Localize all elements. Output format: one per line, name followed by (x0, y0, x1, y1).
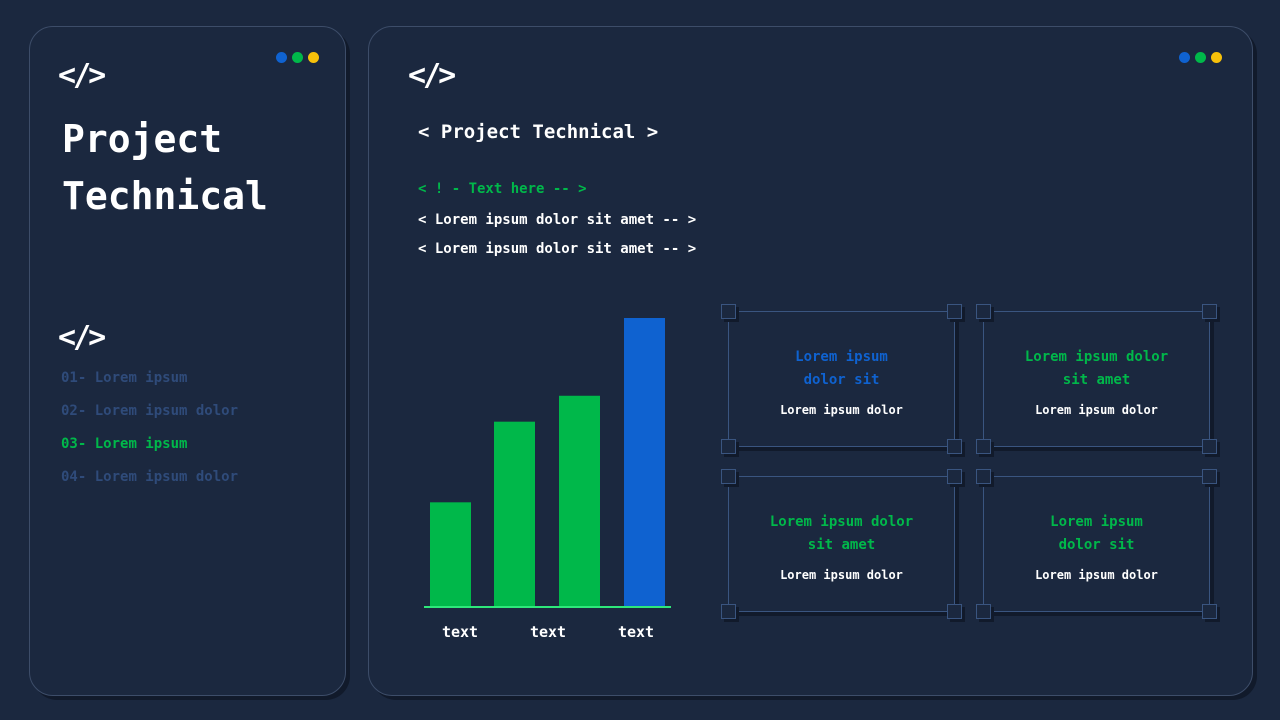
comment-line: < ! - Text here -- > (418, 181, 587, 197)
bar-1 (430, 502, 471, 606)
text-line-1: < Lorem ipsum dolor sit amet -- > (418, 212, 697, 228)
title-line-1: Project (62, 117, 223, 161)
window-dots (276, 52, 319, 63)
x-tick-label: text (618, 623, 654, 641)
title-line-2: Technical (62, 174, 268, 218)
card-subtitle: Lorem ipsum dolor (780, 568, 903, 582)
dot-yellow (1211, 52, 1222, 63)
nav-number: 01- (61, 370, 87, 386)
card-corner-handle (976, 304, 991, 319)
info-card: Lorem ipsum dolor sit Lorem ipsum dolor (983, 476, 1210, 612)
code-icon: </> (408, 58, 456, 93)
card-corner-handle (721, 469, 736, 484)
info-card: Lorem ipsum dolor sit amet Lorem ipsum do… (983, 311, 1210, 447)
nav-number: 03- (61, 436, 87, 452)
card-corner-handle (1202, 604, 1217, 619)
card-corner-handle (947, 439, 962, 454)
bar-4 (624, 318, 665, 606)
card-title: Lorem ipsum dolor sit (795, 349, 888, 388)
card-title: Lorem ipsum dolor sit (1050, 514, 1143, 553)
sidebar-item-2[interactable]: 02- Lorem ipsum dolor (61, 395, 238, 428)
card-corner-handle (947, 469, 962, 484)
nav-label: Lorem ipsum dolor (94, 469, 239, 485)
dot-green (292, 52, 303, 63)
sidebar-item-3[interactable]: 03- Lorem ipsum (61, 428, 238, 461)
text-line-2: < Lorem ipsum dolor sit amet -- > (418, 241, 697, 257)
main-heading: < Project Technical > (418, 121, 659, 143)
card-corner-handle (721, 304, 736, 319)
card-corner-handle (976, 604, 991, 619)
sidebar-item-4[interactable]: 04- Lorem ipsum dolor (61, 461, 238, 494)
card-corner-handle (976, 469, 991, 484)
sidebar-title: Project Technical (62, 111, 268, 225)
dot-green (1195, 52, 1206, 63)
nav-label: Lorem ipsum (94, 436, 188, 452)
window-dots (1179, 52, 1222, 63)
card-corner-handle (1202, 304, 1217, 319)
code-icon: </> (58, 320, 106, 355)
info-card: Lorem ipsum dolor sit Lorem ipsum dolor (728, 311, 955, 447)
card-corner-handle (721, 604, 736, 619)
card-corner-handle (947, 304, 962, 319)
x-tick-label: text (442, 623, 478, 641)
x-tick-label: text (530, 623, 566, 641)
sidebar-nav: 01- Lorem ipsum 02- Lorem ipsum dolor 03- … (61, 362, 238, 494)
sidebar-panel: </> Project Technical </> 01- Lorem ipsu… (29, 26, 346, 696)
card-title: Lorem ipsum dolor sit amet (1024, 349, 1169, 388)
nav-label: Lorem ipsum (94, 370, 188, 386)
dot-blue (276, 52, 287, 63)
card-subtitle: Lorem ipsum dolor (1035, 568, 1158, 582)
card-corner-handle (1202, 439, 1217, 454)
code-icon: </> (58, 58, 106, 93)
bar-2 (494, 421, 535, 606)
nav-number: 04- (61, 469, 87, 485)
card-corner-handle (1202, 469, 1217, 484)
sidebar-item-1[interactable]: 01- Lorem ipsum (61, 362, 238, 395)
nav-number: 02- (61, 403, 87, 419)
dot-blue (1179, 52, 1190, 63)
card-subtitle: Lorem ipsum dolor (780, 403, 903, 417)
bar-chart: text text text (424, 318, 671, 641)
card-corner-handle (976, 439, 991, 454)
card-corner-handle (721, 439, 736, 454)
card-title: Lorem ipsum dolor sit amet (769, 514, 914, 553)
card-corner-handle (947, 604, 962, 619)
info-card: Lorem ipsum dolor sit amet Lorem ipsum do… (728, 476, 955, 612)
card-subtitle: Lorem ipsum dolor (1035, 403, 1158, 417)
bar-3 (559, 395, 600, 606)
dot-yellow (308, 52, 319, 63)
nav-label: Lorem ipsum dolor (94, 403, 239, 419)
